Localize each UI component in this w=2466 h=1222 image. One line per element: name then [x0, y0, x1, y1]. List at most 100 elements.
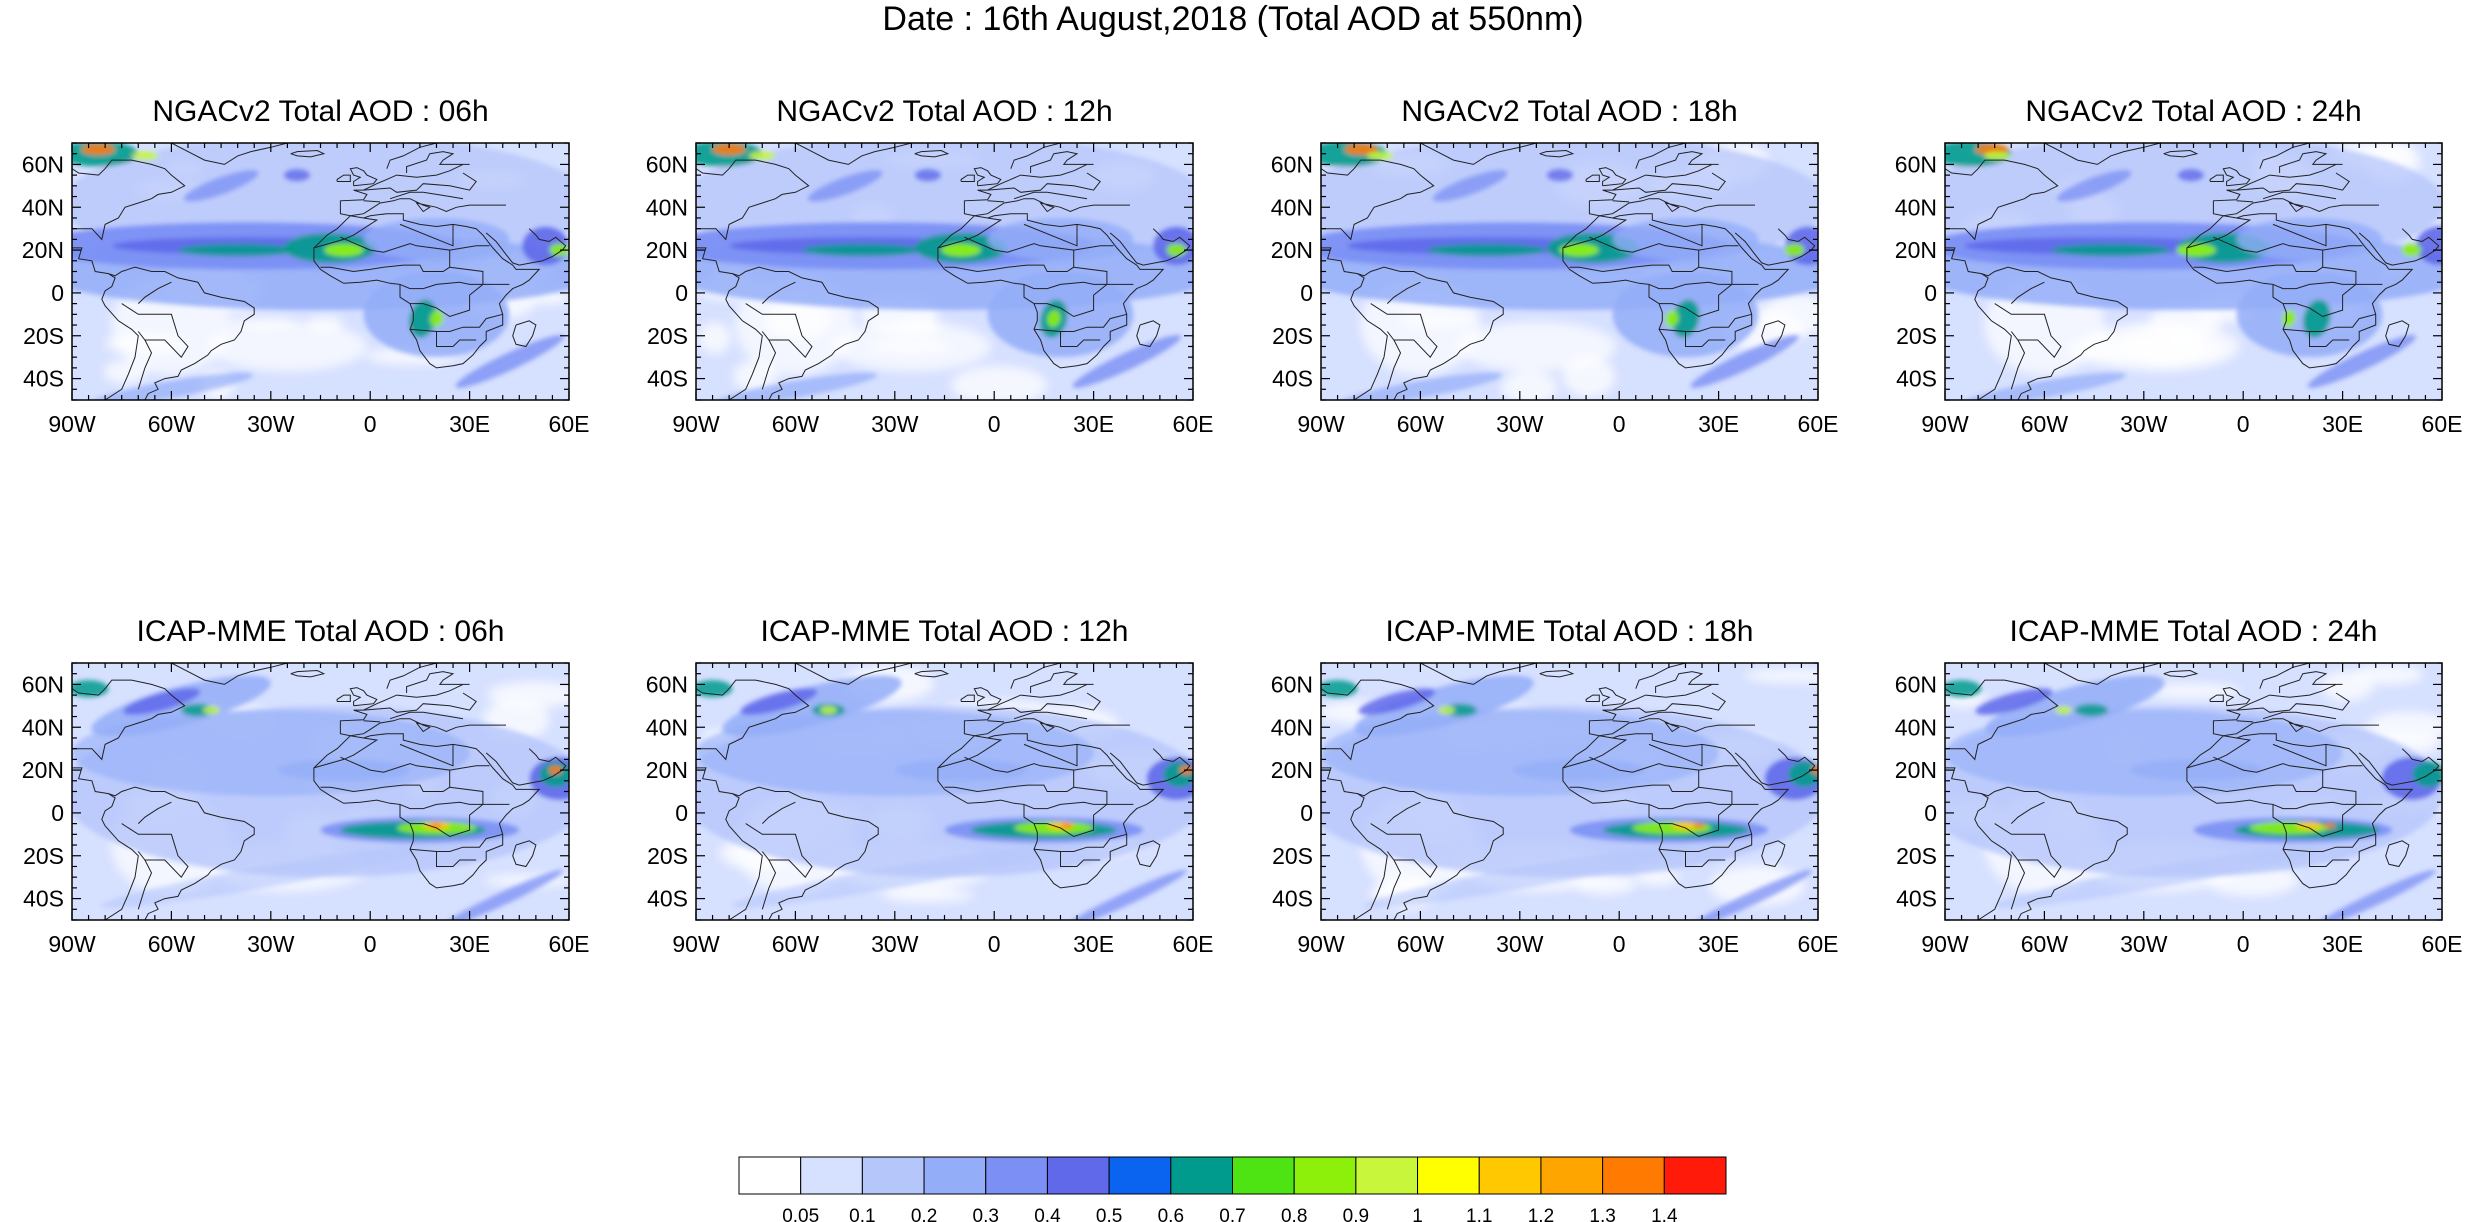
lon-tick-label: 60W — [772, 411, 820, 437]
panel-title: ICAP-MME Total AOD : 06h — [137, 615, 505, 648]
lat-tick-label: 0 — [1300, 800, 1313, 826]
lat-tick-label: 60N — [646, 151, 688, 177]
lon-tick-label: 60E — [1798, 931, 1839, 957]
lon-tick-label: 90W — [1297, 411, 1345, 437]
colorbar: 0.05 0.1 0.2 0.3 0.4 0.5 0.6 0.7 0.8 0.9 1 1.1 1.2 1.… — [738, 1156, 1727, 1222]
map-panel-ngac-24h: NGACv2 Total AOD : 24h 90W 60W 30W 0 30E 60E 60… — [1895, 95, 2463, 437]
lon-tick-label: 90W — [1297, 931, 1345, 957]
panel-grid: NGACv2 Total AOD : 06h 90W 60W 30W 0 30E 60E 60… — [22, 95, 2463, 957]
panel-title: NGACv2 Total AOD : 12h — [776, 95, 1112, 128]
lon-tick-label: 30E — [1073, 931, 1114, 957]
lat-tick-label: 20N — [1271, 757, 1313, 783]
colorbar-label: 0.9 — [1343, 1206, 1369, 1222]
lat-tick-label: 20S — [1896, 843, 1937, 869]
map-panel-icap-24h: ICAP-MME Total AOD : 24h 90W 60W 30W 0 30E 60E… — [1895, 615, 2463, 957]
lon-tick-label: 60E — [2422, 411, 2463, 437]
coastlines — [72, 663, 567, 920]
coastlines — [696, 663, 1191, 920]
colorbar-label: 1.2 — [1528, 1206, 1554, 1222]
lon-tick-label: 30W — [1496, 411, 1544, 437]
lon-tick-label: 60W — [148, 931, 196, 957]
lon-tick-label: 0 — [1613, 931, 1626, 957]
panel-title: ICAP-MME Total AOD : 18h — [1386, 615, 1754, 648]
lat-tick-label: 0 — [1924, 800, 1937, 826]
aod-field — [1945, 143, 2442, 400]
colorbar-label: 0.2 — [911, 1206, 937, 1222]
lat-tick-label: 20S — [1896, 323, 1937, 349]
lon-tick-label: 30E — [2322, 931, 2363, 957]
lon-tick-label: 30E — [1698, 931, 1739, 957]
colorbar-label: 0.1 — [849, 1206, 875, 1222]
lat-tick-label: 40S — [1896, 886, 1937, 912]
aod-field — [696, 663, 1193, 920]
lon-tick-label: 60E — [549, 931, 590, 957]
map-panel-ngac-06h: NGACv2 Total AOD : 06h 90W 60W 30W 0 30E 60E 60… — [22, 95, 590, 437]
map-panel-ngac-18h: NGACv2 Total AOD : 18h 90W 60W 30W 0 30E 60E 60… — [1271, 95, 1839, 437]
lon-tick-label: 30E — [1698, 411, 1739, 437]
lat-tick-label: 0 — [51, 280, 64, 306]
map-panel-icap-18h: ICAP-MME Total AOD : 18h 90W 60W 30W 0 30E 60E… — [1271, 615, 1839, 957]
map-panel-icap-12h: ICAP-MME Total AOD : 12h 90W 60W 30W 0 30E 60E… — [646, 615, 1214, 957]
lat-tick-label: 40N — [1271, 714, 1313, 740]
lon-tick-label: 30W — [1496, 931, 1544, 957]
colorbar-swatch — [1046, 1156, 1110, 1195]
lon-tick-label: 90W — [672, 931, 720, 957]
lon-tick-label: 30W — [871, 931, 919, 957]
aod-field — [72, 143, 569, 400]
colorbar-swatch — [985, 1156, 1048, 1195]
lon-tick-label: 0 — [364, 931, 377, 957]
lat-tick-label: 20N — [22, 757, 64, 783]
aod-field — [1321, 143, 1818, 400]
colorbar-label: 0.5 — [1096, 1206, 1122, 1222]
lon-tick-label: 60W — [1397, 931, 1445, 957]
lat-tick-label: 60N — [646, 671, 688, 697]
lat-tick-label: 40N — [1895, 194, 1937, 220]
lat-tick-label: 40N — [22, 714, 64, 740]
lon-tick-label: 30E — [449, 931, 490, 957]
lat-tick-label: 20N — [1895, 237, 1937, 263]
lon-tick-label: 30E — [449, 411, 490, 437]
lat-tick-label: 40S — [1272, 366, 1313, 392]
lat-tick-label: 20S — [1272, 323, 1313, 349]
lat-tick-label: 60N — [1271, 671, 1313, 697]
lat-tick-label: 40N — [646, 194, 688, 220]
lon-tick-label: 90W — [48, 411, 96, 437]
panel-title: ICAP-MME Total AOD : 12h — [761, 615, 1129, 648]
lat-tick-label: 20N — [646, 237, 688, 263]
figure-title: Date : 16th August,2018 (Total AOD at 55… — [882, 0, 1583, 38]
panel-title: NGACv2 Total AOD : 06h — [152, 95, 488, 128]
lon-tick-label: 30W — [2120, 931, 2168, 957]
lon-tick-label: 60E — [1798, 411, 1839, 437]
coastlines — [1945, 663, 2440, 920]
colorbar-label: 1.4 — [1651, 1206, 1678, 1222]
lat-tick-label: 60N — [22, 671, 64, 697]
lon-tick-label: 90W — [48, 931, 96, 957]
lat-tick-label: 0 — [1924, 280, 1937, 306]
colorbar-swatch — [1170, 1156, 1233, 1195]
lat-tick-label: 0 — [51, 800, 64, 826]
colorbar-label: 0.8 — [1281, 1206, 1307, 1222]
lat-tick-label: 40S — [647, 886, 688, 912]
colorbar-swatch — [1355, 1156, 1419, 1195]
lon-tick-label: 60E — [1173, 411, 1214, 437]
colorbar-label: 1 — [1412, 1206, 1423, 1222]
colorbar-swatch — [1540, 1156, 1604, 1195]
lon-tick-label: 30E — [1073, 411, 1114, 437]
lon-tick-label: 60E — [549, 411, 590, 437]
lat-tick-label: 40S — [1272, 886, 1313, 912]
lon-tick-label: 30E — [2322, 411, 2363, 437]
lat-tick-label: 20N — [1271, 237, 1313, 263]
lon-tick-label: 0 — [2237, 411, 2250, 437]
coastlines — [1321, 143, 1816, 400]
panel-title: NGACv2 Total AOD : 24h — [2025, 95, 2361, 128]
colorbar-label: 1.1 — [1466, 1206, 1492, 1222]
colorbar-label: 0.7 — [1219, 1206, 1245, 1222]
lon-tick-label: 0 — [988, 411, 1001, 437]
lat-tick-label: 40S — [647, 366, 688, 392]
lat-tick-label: 20N — [22, 237, 64, 263]
lat-tick-label: 0 — [1300, 280, 1313, 306]
lon-tick-label: 60E — [1173, 931, 1214, 957]
panel-title: NGACv2 Total AOD : 18h — [1401, 95, 1737, 128]
lat-tick-label: 20S — [1272, 843, 1313, 869]
colorbar-swatch — [1417, 1156, 1480, 1195]
